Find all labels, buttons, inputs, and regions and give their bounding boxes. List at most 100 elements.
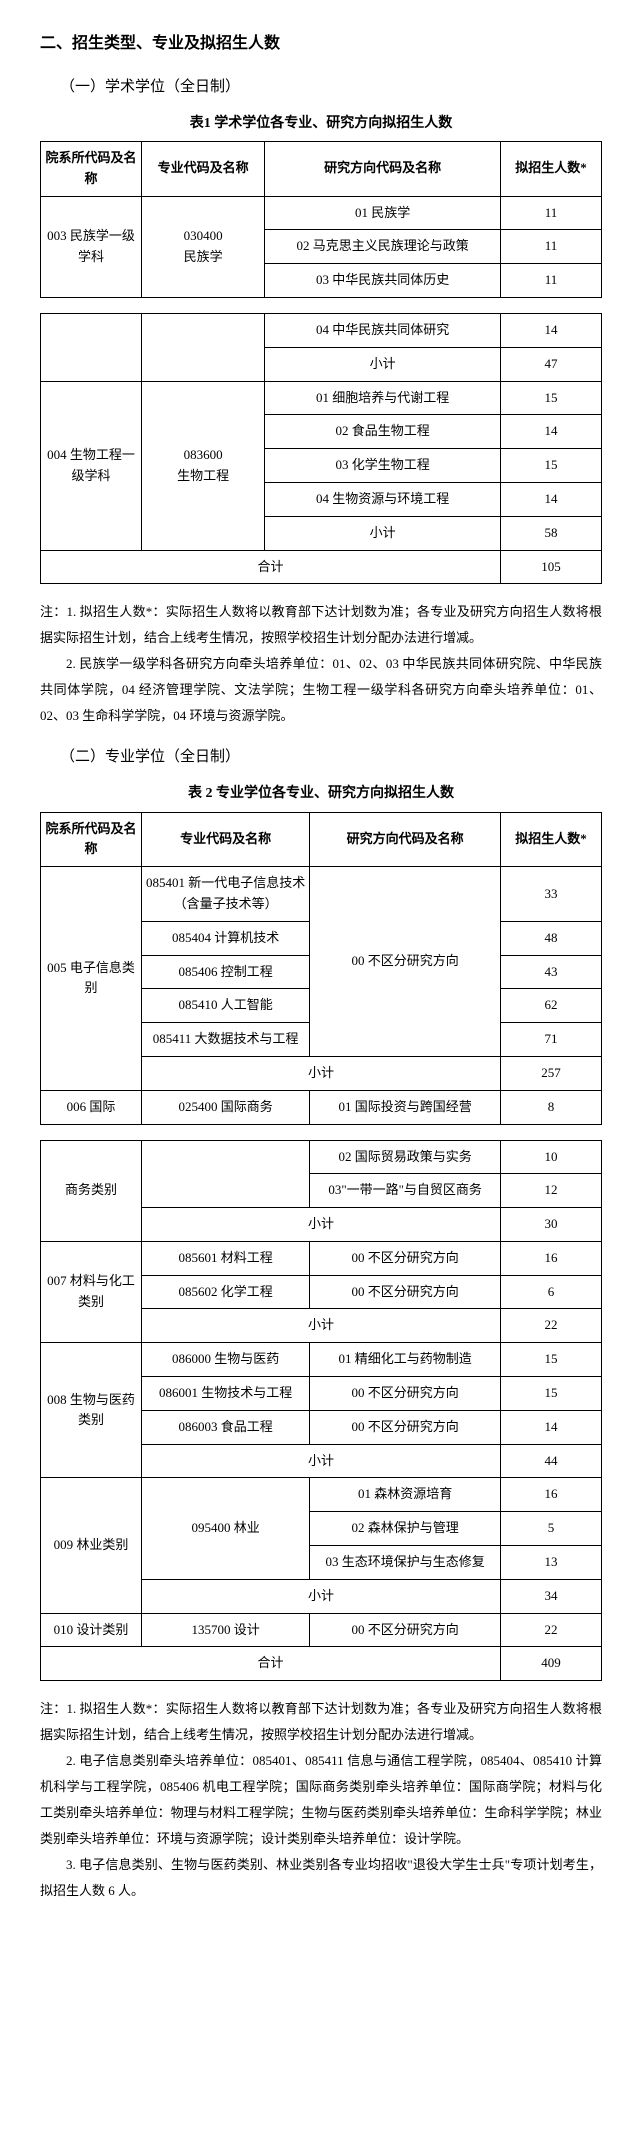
th-direction: 研究方向代码及名称 — [265, 141, 501, 196]
cell-direction: 04 中华民族共同体研究 — [265, 313, 501, 347]
subsection-2: （二）专业学位（全日制） — [60, 744, 602, 771]
note-line: 注：1. 拟招生人数*：实际招生人数将以教育部下达计划数为准；各专业及研究方向招… — [40, 599, 602, 651]
cell-direction: 00 不区分研究方向 — [310, 1377, 501, 1411]
cell-count: 11 — [501, 230, 602, 264]
cell-count: 22 — [501, 1613, 602, 1647]
note-1: 注：1. 拟招生人数*：实际招生人数将以教育部下达计划数为准；各专业及研究方向招… — [40, 599, 602, 729]
cell-subtotal: 小计 — [265, 516, 501, 550]
cell-direction: 01 细胞培养与代谢工程 — [265, 381, 501, 415]
cell-count: 11 — [501, 264, 602, 298]
cell-subtotal: 小计 — [141, 1309, 500, 1343]
note-line: 注：1. 拟招生人数*：实际招生人数将以教育部下达计划数为准；各专业及研究方向招… — [40, 1696, 602, 1748]
subsection-1: （一）学术学位（全日制） — [60, 74, 602, 101]
cell-count: 62 — [501, 989, 602, 1023]
cell-count: 30 — [501, 1208, 602, 1242]
cell-dept — [41, 313, 142, 381]
note-line: 3. 电子信息类别、生物与医药类别、林业类别各专业均招收"退役大学生士兵"专项计… — [40, 1852, 602, 1904]
table-1b: 04 中华民族共同体研究 14 小计 47 004 生物工程一级学科 08360… — [40, 313, 602, 584]
cell-count: 58 — [501, 516, 602, 550]
cell-count: 22 — [501, 1309, 602, 1343]
cell-subtotal: 小计 — [141, 1444, 500, 1478]
cell-major: 095400 林业 — [141, 1478, 309, 1579]
cell-count: 34 — [501, 1579, 602, 1613]
cell-major: 085602 化学工程 — [141, 1275, 309, 1309]
table-1a: 院系所代码及名称 专业代码及名称 研究方向代码及名称 拟招生人数* 003 民族… — [40, 141, 602, 298]
cell-dept: 010 设计类别 — [41, 1613, 142, 1647]
cell-major: 085601 材料工程 — [141, 1241, 309, 1275]
cell-direction: 03 中华民族共同体历史 — [265, 264, 501, 298]
cell-count: 13 — [501, 1546, 602, 1580]
th-direction: 研究方向代码及名称 — [310, 812, 501, 867]
cell-subtotal: 小计 — [265, 347, 501, 381]
cell-count: 8 — [501, 1090, 602, 1124]
cell-major: 085401 新一代电子信息技术（含量子技术等） — [141, 867, 309, 922]
cell-subtotal: 小计 — [141, 1208, 500, 1242]
cell-dept: 007 材料与化工类别 — [41, 1241, 142, 1342]
cell-major — [141, 313, 264, 381]
section-title: 二、招生类型、专业及拟招生人数 — [40, 30, 602, 59]
cell-direction: 00 不区分研究方向 — [310, 1275, 501, 1309]
note-2: 注：1. 拟招生人数*：实际招生人数将以教育部下达计划数为准；各专业及研究方向招… — [40, 1696, 602, 1904]
cell-major: 030400 民族学 — [141, 196, 264, 297]
cell-direction: 02 森林保护与管理 — [310, 1512, 501, 1546]
cell-direction: 02 食品生物工程 — [265, 415, 501, 449]
cell-direction: 01 国际投资与跨国经营 — [310, 1090, 501, 1124]
cell-major: 083600 生物工程 — [141, 381, 264, 550]
cell-major: 085404 计算机技术 — [141, 921, 309, 955]
cell-count: 71 — [501, 1023, 602, 1057]
th-major: 专业代码及名称 — [141, 141, 264, 196]
cell-count: 105 — [501, 550, 602, 584]
cell-count: 14 — [501, 1410, 602, 1444]
cell-count: 48 — [501, 921, 602, 955]
cell-count: 15 — [501, 381, 602, 415]
cell-count: 43 — [501, 955, 602, 989]
note-line: 2. 电子信息类别牵头培养单位：085401、085411 信息与通信工程学院，… — [40, 1748, 602, 1852]
cell-count: 15 — [501, 1377, 602, 1411]
cell-count: 47 — [501, 347, 602, 381]
cell-dept: 008 生物与医药类别 — [41, 1343, 142, 1478]
table1-caption: 表1 学术学位各专业、研究方向拟招生人数 — [40, 111, 602, 136]
cell-direction: 03"一带一路"与自贸区商务 — [310, 1174, 501, 1208]
cell-count: 257 — [501, 1056, 602, 1090]
table2-caption: 表 2 专业学位各专业、研究方向拟招生人数 — [40, 781, 602, 806]
cell-major: 086001 生物技术与工程 — [141, 1377, 309, 1411]
cell-count: 409 — [501, 1647, 602, 1681]
th-dept: 院系所代码及名称 — [41, 141, 142, 196]
cell-major: 086000 生物与医药 — [141, 1343, 309, 1377]
cell-direction: 04 生物资源与环境工程 — [265, 482, 501, 516]
cell-major: 085406 控制工程 — [141, 955, 309, 989]
cell-direction: 02 国际贸易政策与实务 — [310, 1140, 501, 1174]
cell-count: 15 — [501, 1343, 602, 1377]
cell-count: 14 — [501, 482, 602, 516]
cell-direction: 01 精细化工与药物制造 — [310, 1343, 501, 1377]
cell-dept: 004 生物工程一级学科 — [41, 381, 142, 550]
cell-count: 5 — [501, 1512, 602, 1546]
cell-direction: 00 不区分研究方向 — [310, 1241, 501, 1275]
cell-dept: 006 国际 — [41, 1090, 142, 1124]
cell-dept: 商务类别 — [41, 1140, 142, 1241]
cell-direction: 03 生态环境保护与生态修复 — [310, 1546, 501, 1580]
cell-direction: 02 马克思主义民族理论与政策 — [265, 230, 501, 264]
cell-major: 086003 食品工程 — [141, 1410, 309, 1444]
cell-direction: 00 不区分研究方向 — [310, 1410, 501, 1444]
cell-major: 085411 大数据技术与工程 — [141, 1023, 309, 1057]
cell-subtotal: 小计 — [141, 1056, 500, 1090]
cell-count: 12 — [501, 1174, 602, 1208]
cell-count: 10 — [501, 1140, 602, 1174]
cell-total: 合计 — [41, 1647, 501, 1681]
cell-major: 135700 设计 — [141, 1613, 309, 1647]
cell-direction: 00 不区分研究方向 — [310, 1613, 501, 1647]
cell-dept: 003 民族学一级学科 — [41, 196, 142, 297]
cell-count: 15 — [501, 449, 602, 483]
cell-count: 44 — [501, 1444, 602, 1478]
cell-direction: 01 民族学 — [265, 196, 501, 230]
note-line: 2. 民族学一级学科各研究方向牵头培养单位：01、02、03 中华民族共同体研究… — [40, 651, 602, 729]
cell-total: 合计 — [41, 550, 501, 584]
cell-count: 16 — [501, 1241, 602, 1275]
cell-major: 025400 国际商务 — [141, 1090, 309, 1124]
cell-count: 6 — [501, 1275, 602, 1309]
th-count: 拟招生人数* — [501, 141, 602, 196]
cell-count: 14 — [501, 415, 602, 449]
cell-dept: 009 林业类别 — [41, 1478, 142, 1613]
cell-subtotal: 小计 — [141, 1579, 500, 1613]
